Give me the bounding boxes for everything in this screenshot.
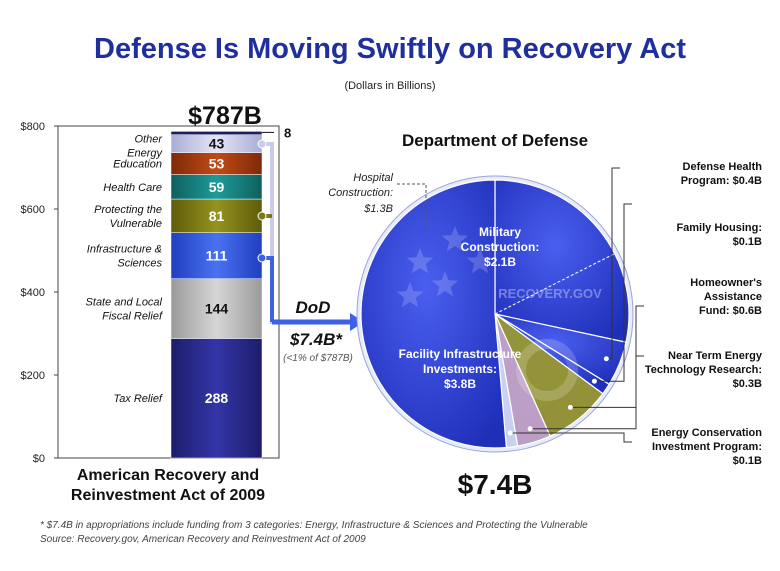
pie-callout-label: Near Term Energy	[668, 350, 763, 362]
y-axis: $0 $200 $400 $600 $800	[21, 121, 58, 465]
callout-leader	[606, 167, 620, 360]
seal-star	[396, 282, 424, 308]
pie-callout-label: Defense Health	[683, 161, 763, 173]
y-tick-label: $400	[21, 287, 45, 299]
category-label: Vulnerable	[110, 218, 162, 230]
hospital-subdivision	[494, 253, 615, 315]
y-tick-label: $600	[21, 204, 45, 216]
pie-callout-label: Energy Conservation	[651, 427, 762, 439]
bar-value-label: 43	[209, 136, 225, 152]
pie-label-facility: Investments:	[423, 362, 497, 376]
category-label: Infrastructure &	[87, 244, 162, 256]
y-tick-label: $800	[21, 121, 45, 133]
pie-slice-facility-infrastructure-investments	[360, 179, 508, 449]
bar-segment-health-care	[170, 174, 263, 200]
pie-title: Department of Defense	[402, 131, 588, 150]
pie-slice-military-construction	[494, 179, 630, 343]
y-tick-label: $200	[21, 370, 45, 382]
pie-label-facility: Facility Infrastructure	[399, 347, 522, 361]
callout-leader	[594, 203, 632, 382]
bar-value-label: 111	[206, 248, 228, 264]
bar-value-label: 144	[205, 301, 229, 317]
hospital-line3: $1.3B	[363, 203, 393, 215]
pie-callout-label: $0.3B	[733, 378, 762, 390]
bar-total-label: $787B	[188, 102, 262, 130]
pie-callout-label: Technology Research:	[645, 364, 762, 376]
category-label: Fiscal Relief	[102, 311, 163, 323]
pie-callouts: Defense Health Program: $0.4B Family Housi…	[507, 161, 763, 467]
category-label: Health Care	[103, 182, 162, 194]
y-tick-label: $0	[33, 453, 45, 465]
callout-dot	[527, 426, 533, 432]
pie-total-label: $7.4B	[458, 469, 533, 500]
bar-value-label: 81	[209, 208, 225, 224]
callout-leader	[510, 432, 632, 443]
pie-callout-label: $0.1B	[733, 455, 762, 467]
bar-segment-tax-relief	[170, 338, 263, 459]
pie-callout-label: Fund: $0.6B	[699, 305, 762, 317]
bar-segment-protecting-the-vulnerable	[170, 198, 263, 233]
pie-callout-label: Homeowner's	[690, 277, 762, 289]
dod-amount: $7.4B*	[289, 330, 343, 349]
pie-label-military: Military	[479, 225, 521, 239]
seal-star	[431, 271, 459, 297]
hospital-line2: Construction:	[328, 187, 393, 199]
category-label: Education	[113, 159, 162, 171]
category-label: Tax Relief	[113, 393, 162, 405]
page-title: Defense Is Moving Swiftly on Recovery Ac…	[94, 33, 686, 65]
pie-callout-label: Investment Program:	[652, 441, 762, 453]
seal-star	[406, 248, 434, 274]
seal-star	[466, 248, 494, 274]
subtitle: (Dollars in Billions)	[344, 80, 435, 92]
pie-label-facility: $3.8B	[444, 377, 476, 391]
seal-gear	[516, 339, 578, 401]
category-label: Other	[134, 134, 163, 146]
callout-dot	[603, 356, 609, 362]
watermark-text: RECOVERY.GOV	[498, 286, 602, 301]
pie-label-military: Construction:	[461, 240, 540, 254]
pie-callout-label: Assistance	[704, 291, 762, 303]
dod-note: (<1% of $787B)	[283, 353, 353, 364]
pie-label-military: $2.1B	[484, 255, 516, 269]
category-labels: Tax Relief State and Local Fiscal Relief In…	[86, 134, 164, 406]
footnote: * $7.4B in appropriations include fundin…	[40, 520, 588, 531]
pie-callout-label: Program: $0.4B	[681, 175, 762, 187]
bar-value-label: 8	[284, 125, 291, 140]
stacked-bar: 288 144 111 81 59 53 43 8	[170, 125, 291, 459]
x-axis-label-line2: Reinvestment Act of 2009	[71, 487, 265, 504]
bar-segment-unlabeled	[170, 131, 263, 135]
seal-star	[441, 226, 469, 252]
hospital-annotation: Hospital Construction: $1.3B	[328, 172, 427, 232]
bar-value-label: 53	[209, 156, 225, 172]
bar-segment-state-and-local-fiscal-relief	[170, 278, 263, 339]
callout-dot	[507, 430, 513, 436]
bar-value-label: 59	[209, 179, 225, 195]
pie-callout-label: $0.1B	[733, 236, 762, 248]
pie-callout-label: Family Housing:	[676, 222, 762, 234]
source-note: Source: Recovery.gov, American Recovery …	[40, 534, 366, 545]
category-label: Sciences	[117, 258, 162, 270]
callout-leader	[530, 355, 644, 430]
callout-dot	[591, 378, 597, 384]
hospital-line1: Hospital	[353, 172, 393, 184]
bar-value-label: 288	[205, 390, 229, 406]
category-label: Protecting the	[94, 204, 162, 216]
dod-label: DoD	[296, 298, 331, 317]
x-axis-label-line1: American Recovery and	[77, 467, 259, 484]
category-label: Energy	[127, 148, 163, 160]
callout-dot	[567, 404, 573, 410]
category-label: State and Local	[86, 297, 163, 309]
